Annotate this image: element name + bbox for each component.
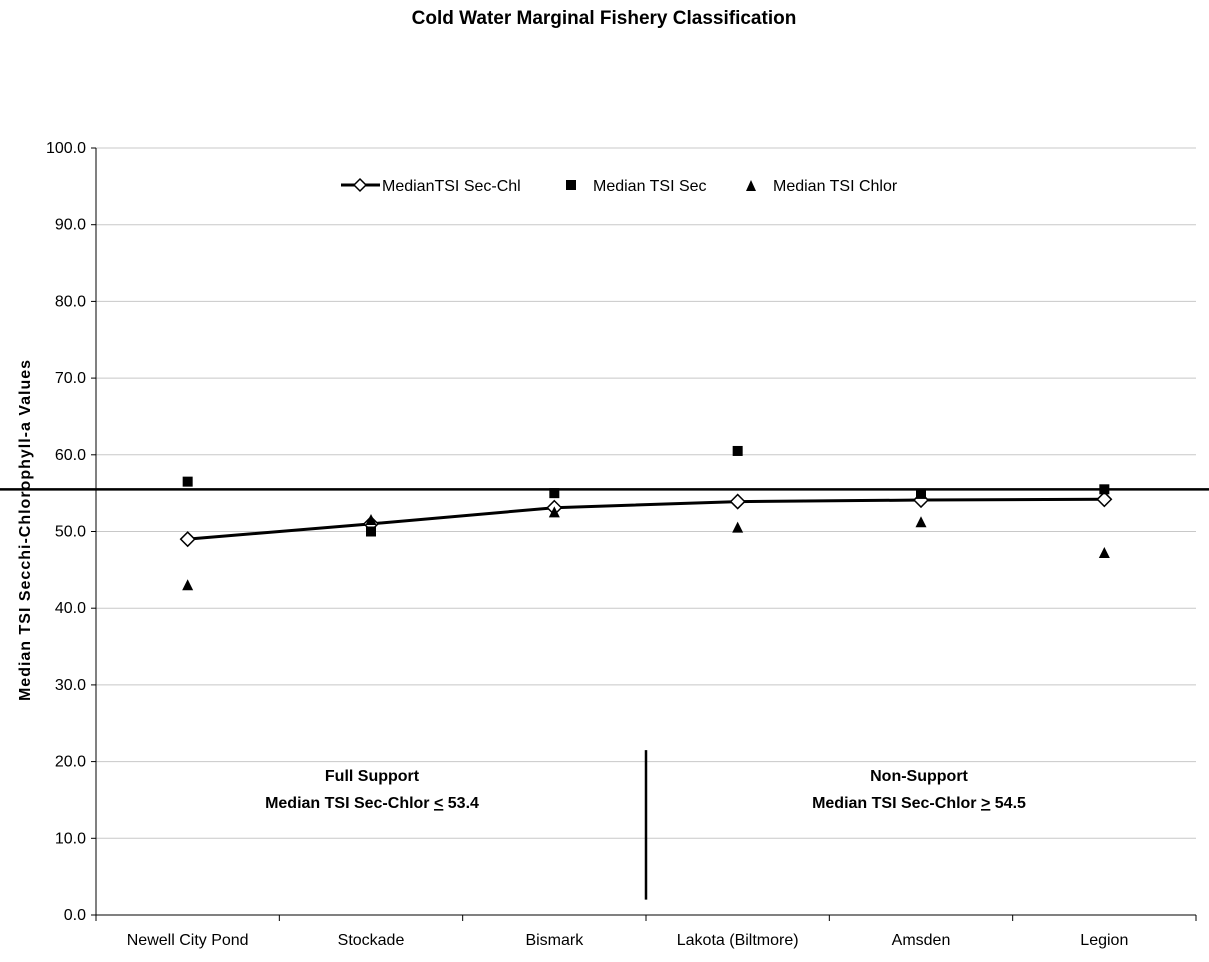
legend-square-icon (566, 180, 576, 190)
y-tick-label: 40.0 (55, 600, 86, 617)
annotation-non-support: Non-Support Median TSI Sec-Chlor > 54.5 (812, 768, 1026, 812)
series-line-median-tsi-sec-chl (187, 497, 1105, 541)
triangle-marker (732, 521, 744, 533)
diamond-marker (179, 531, 196, 548)
triangle-marker (182, 579, 194, 591)
x-tick-label: Newell City Pond (127, 932, 249, 949)
chart-title: Cold Water Marginal Fishery Classificati… (412, 8, 797, 29)
legend-label-sec-chl: MedianTSI Sec-Chl (382, 178, 521, 195)
y-tick-label: 20.0 (55, 754, 86, 771)
reference-line-group (0, 488, 1209, 900)
square-marker (182, 476, 193, 487)
legend-triangle-icon (746, 180, 756, 191)
y-tick-label: 70.0 (55, 370, 86, 387)
triangle-marker (1098, 546, 1110, 558)
diamond-marker (1096, 491, 1113, 508)
square-marker (916, 488, 926, 499)
gridlines (96, 147, 1196, 839)
axes: 0.0 10.0 20.0 30.0 40.0 50.0 60.0 70.0 80.0 90.0 1… (46, 140, 1197, 949)
legend: MedianTSI Sec-Chl Median TSI Sec Median … (341, 177, 898, 195)
square-marker (732, 445, 743, 456)
legend-label-chlor: Median TSI Chlor (773, 178, 898, 195)
annotation-full-support: Full Support Median TSI Sec-Chlor < 53.4 (265, 768, 479, 812)
x-tick-label: Legion (1080, 932, 1128, 949)
y-tick-label: 80.0 (55, 293, 86, 310)
square-marker (1099, 484, 1110, 495)
x-tick-label: Lakota (Biltmore) (677, 932, 799, 949)
y-tick-label: 50.0 (55, 524, 86, 541)
legend-diamond-icon (352, 177, 368, 193)
non-support-title: Non-Support (870, 768, 968, 785)
non-support-threshold: Median TSI Sec-Chlor > 54.5 (812, 795, 1026, 812)
x-tick-label: Bismark (525, 932, 584, 949)
y-tick-label: 100.0 (46, 140, 86, 157)
full-support-title: Full Support (325, 768, 420, 785)
y-tick-label: 60.0 (55, 447, 86, 464)
diamond-marker (729, 493, 746, 510)
triangle-marker (365, 513, 377, 525)
triangle-marker (548, 506, 560, 518)
y-tick-label: 30.0 (55, 677, 86, 694)
y-axis-label: Median TSI Secchi-Chlorophyll-a Values (17, 359, 34, 701)
square-marker (549, 488, 560, 499)
x-tick-label: Amsden (892, 932, 951, 949)
triangle-marker (915, 516, 927, 528)
x-tick-label: Stockade (338, 932, 405, 949)
y-tick-label: 90.0 (55, 217, 86, 234)
series-group (179, 445, 1113, 591)
legend-label-sec: Median TSI Sec (593, 178, 707, 195)
full-support-threshold: Median TSI Sec-Chlor < 53.4 (265, 795, 479, 812)
y-tick-label: 10.0 (55, 830, 86, 847)
square-marker (366, 526, 376, 537)
y-tick-label: 0.0 (64, 907, 86, 924)
